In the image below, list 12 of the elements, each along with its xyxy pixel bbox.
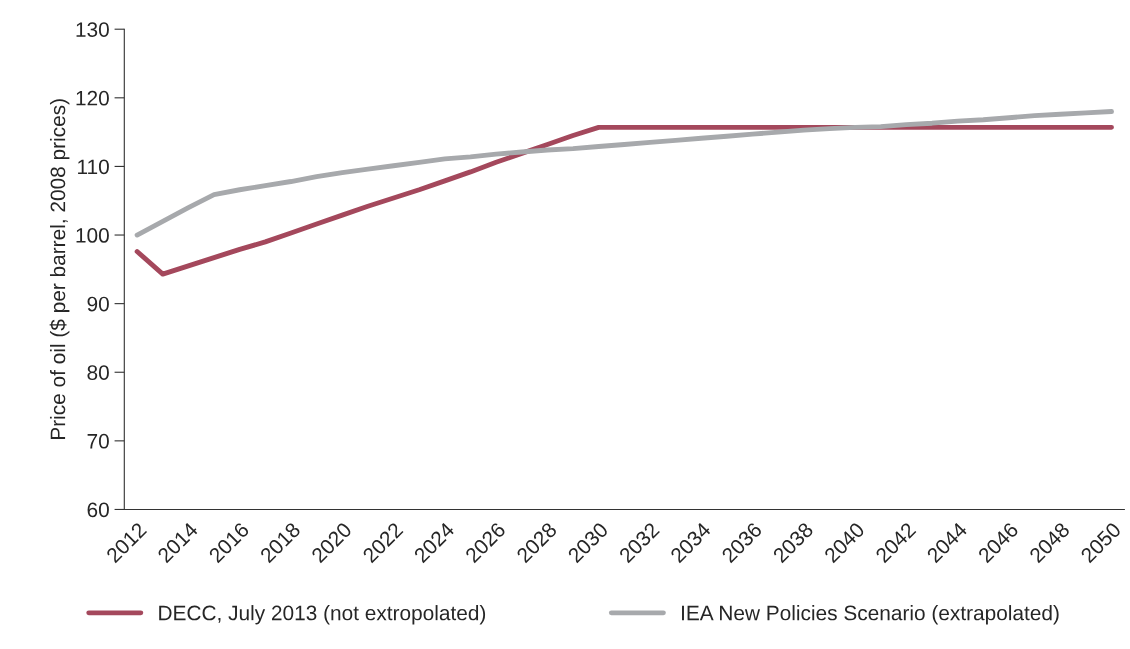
legend-label: DECC, July 2013 (not extropolated) [159, 605, 486, 625]
legend-label: IEA New Policies Scenario (extrapolated) [682, 605, 1059, 625]
y-tick-label: 100 [76, 228, 109, 243]
line-series [134, 109, 1114, 238]
y-tick-label: 130 [76, 22, 109, 37]
y-tick-label: 90 [87, 296, 109, 312]
y-tick-label: 70 [87, 433, 109, 449]
y-axis-title: Price of oil ($ per barrel, 2008 prices) [49, 99, 70, 439]
y-tick-label: 60 [87, 502, 109, 518]
y-tick-label: 80 [87, 365, 109, 380]
y-tick-label: 110 [78, 159, 109, 175]
y-tick-label: 120 [76, 90, 109, 106]
